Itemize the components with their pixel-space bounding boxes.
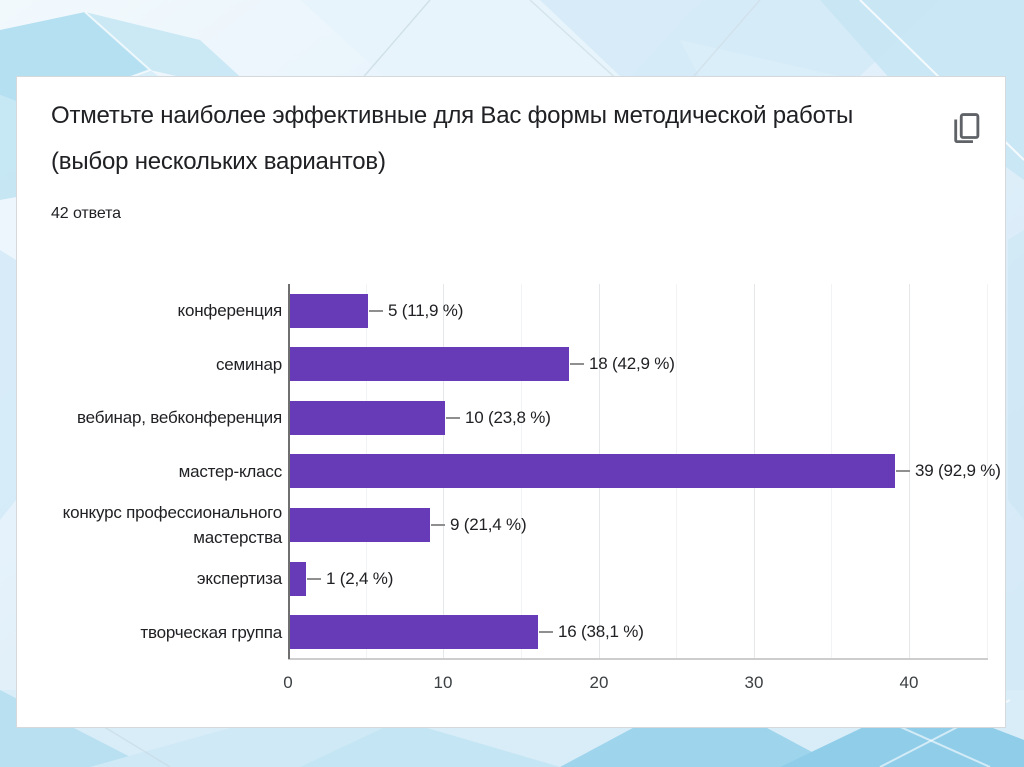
x-axis-line [288,658,988,660]
x-tick-label: 10 [433,673,453,692]
category-axis: конференция семинар вебинар, вебконференци… [43,284,283,659]
category-label: экспертиза [196,569,282,589]
bar[interactable] [290,561,306,596]
copy-icon [954,113,980,144]
value-connector-line [896,470,910,473]
category-label: творческая группа [140,622,282,642]
bar[interactable] [290,508,430,543]
value-connector-line [369,309,383,312]
question-title: Отметьте наиболее эффективные для Вас фо… [51,102,854,175]
bar-row: 5 (11,9 %) [288,284,988,338]
value-connector-line [307,577,321,580]
copy-button[interactable] [943,105,989,151]
y-axis-line [288,284,290,659]
bar[interactable] [290,615,538,650]
bar[interactable] [290,293,368,328]
value-label: 9 (21,4 %) [450,515,527,535]
value-connector-line [431,524,445,527]
value-label: 1 (2,4 %) [326,568,394,588]
x-tick-label: 20 [589,673,609,692]
x-axis-ticks: 0 10 20 30 40 [283,673,988,697]
category-label: вебинар, вебконференция [77,408,282,428]
bar[interactable] [290,400,445,435]
value-label: 10 (23,8 %) [465,407,551,427]
x-tick-label: 30 [744,673,764,692]
bar-row: 39 (92,9 %) [288,445,1001,499]
category-label: мастер-класс [178,462,283,482]
results-card: Отметьте наиболее эффективные для Вас фо… [16,76,1006,728]
bar[interactable] [290,454,895,489]
x-tick-label: 40 [899,673,919,692]
category-label: конкурс профессионального мастерства [62,503,283,548]
responses-count: 42 ответа [51,205,121,222]
value-label: 5 (11,9 %) [388,300,464,320]
bar-row: 1 (2,4 %) [288,552,988,606]
bar-row: 16 (38,1 %) [288,605,988,659]
plot-area: 5 (11,9 %) 18 (42,9 %) 10 (23,8 %) 39 (92,9… [288,284,1001,660]
bar-chart: конференция семинар вебинар, вебконференци… [17,284,1007,714]
value-label: 39 (92,9 %) [915,461,1001,481]
gridline [987,284,988,659]
bar-row: 18 (42,9 %) [288,338,988,392]
x-tick-label: 0 [283,673,293,692]
value-label: 16 (38,1 %) [558,622,644,642]
category-label: семинар [215,354,282,374]
value-connector-line [446,416,460,419]
value-connector-line [539,631,553,634]
value-connector-line [570,363,584,366]
bar-row: 9 (21,4 %) [288,498,988,552]
value-label: 18 (42,9 %) [589,354,675,374]
bar[interactable] [290,347,569,382]
category-label: конференция [177,301,283,321]
bar-row: 10 (23,8 %) [288,391,988,445]
